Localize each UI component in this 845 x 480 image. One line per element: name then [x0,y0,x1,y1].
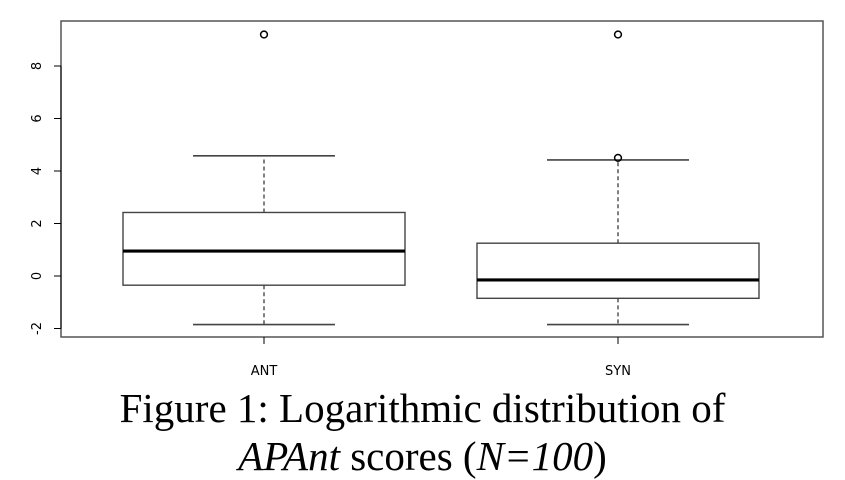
boxes [122,30,760,326]
y-tick-label: 4 [30,167,45,175]
x-tick-label: SYN [605,364,631,379]
figure-caption-line2: APAnt scores (N=100) [0,432,845,480]
caption-apant: APAnt [238,433,340,479]
boxplot-chart: -2 0 2 4 6 8 ANT SYN [30,20,824,379]
y-tick-label: 0 [30,272,45,280]
y-tick-label: -2 [30,322,45,335]
caption-end: ) [593,433,607,479]
y-axis: -2 0 2 4 6 8 [30,62,62,335]
caption-mid: scores ( [339,433,477,479]
iqr-box [122,211,406,286]
iqr-box [476,242,760,300]
outlier-point [613,30,623,39]
caption-n: N=100 [476,433,594,479]
outlier-point [613,153,623,163]
y-tick-label: 6 [30,114,45,122]
x-tick-label: ANT [251,364,278,379]
figure-caption-line1: Figure 1: Logarithmic distribution of [119,385,726,431]
outlier-point [259,30,269,39]
y-tick-label: 2 [30,219,45,227]
x-axis: ANT SYN [251,337,631,379]
y-tick-label: 8 [30,62,45,70]
